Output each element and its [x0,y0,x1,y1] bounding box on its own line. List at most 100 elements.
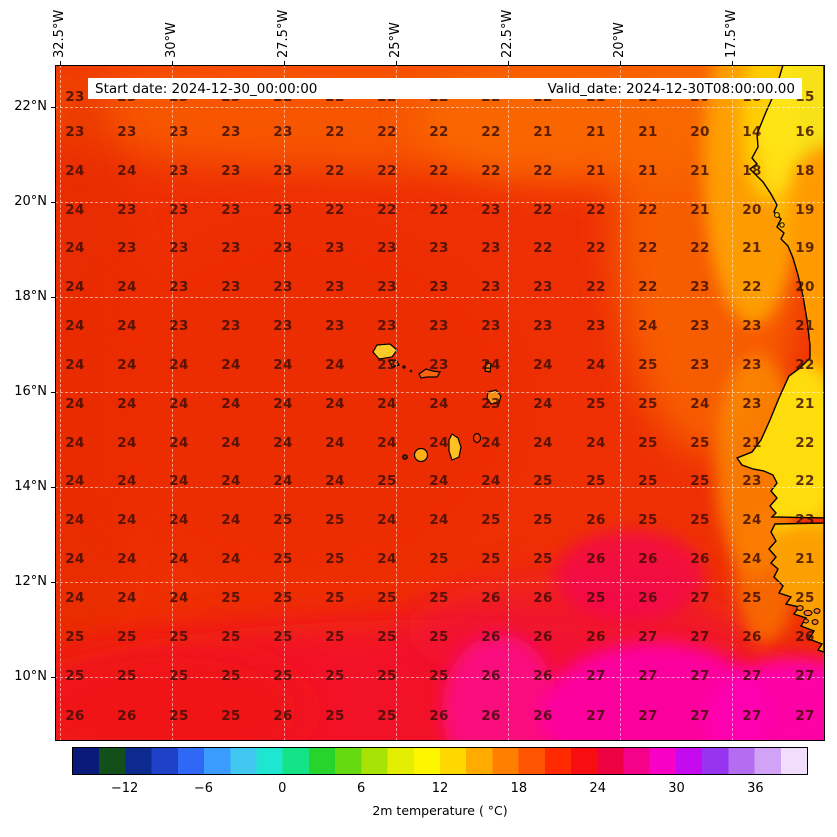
grid-value: 16 [795,124,815,140]
lon-tick-mark [620,61,621,65]
grid-value: 24 [117,473,137,489]
grid-value: 26 [481,590,501,606]
lat-tick-mark [51,487,55,488]
grid-value: 23 [377,240,397,256]
gridline-vertical [172,65,173,741]
grid-value: 21 [638,124,658,140]
gridline-horizontal [55,582,825,583]
grid-value: 24 [586,435,606,451]
grid-value: 26 [273,708,293,724]
lat-tick-label: 16°N [14,384,47,399]
grid-value: 25 [273,512,293,528]
grid-value: 24 [65,163,85,179]
grid-value: 24 [273,396,293,412]
grid-value: 25 [169,629,189,645]
grid-value: 27 [742,668,762,684]
grid-value: 24 [429,473,449,489]
grid-value: 24 [65,279,85,295]
grid-value: 24 [65,318,85,334]
grid-value: 22 [533,240,553,256]
colorbar-label: 2m temperature ( °C) [372,803,508,818]
grid-value: 24 [533,435,553,451]
colorbar-tick-label: 6 [357,781,366,796]
grid-value: 23 [429,240,449,256]
grid-value: 25 [117,629,137,645]
grid-value: 23 [742,396,762,412]
lon-tick-mark [732,61,733,65]
gridline-vertical [396,65,397,741]
grid-value: 22 [586,279,606,295]
grid-value: 25 [325,708,345,724]
grid-value: 24 [117,512,137,528]
grid-value: 25 [429,629,449,645]
grid-value: 22 [533,202,553,218]
grid-value: 24 [65,473,85,489]
grid-value: 22 [690,240,710,256]
lon-tick-label: 25°W [388,22,403,58]
grid-value: 24 [117,318,137,334]
grid-value: 23 [690,357,710,373]
grid-value: 24 [325,396,345,412]
grid-value: 26 [117,708,137,724]
grid-value: 23 [273,124,293,140]
grid-value: 22 [429,202,449,218]
grid-value: 25 [325,512,345,528]
grid-value: 22 [325,202,345,218]
grid-value: 24 [481,473,501,489]
grid-value: 23 [481,318,501,334]
grid-value: 24 [169,512,189,528]
grid-value: 26 [795,629,815,645]
lat-tick-mark [51,582,55,583]
grid-value: 22 [429,124,449,140]
grid-value: 23 [169,163,189,179]
grid-value: 25 [273,551,293,567]
grid-value: 24 [429,435,449,451]
lon-tick-mark [396,61,397,65]
lon-tick-label: 20°W [612,22,627,58]
grid-value: 24 [533,396,553,412]
grid-value: 23 [169,124,189,140]
grid-value: 21 [586,163,606,179]
lon-tick-label: 32.5°W [52,9,67,58]
grid-value: 22 [638,279,658,295]
grid-value: 24 [273,473,293,489]
lat-tick-mark [51,107,55,108]
grid-value: 24 [65,512,85,528]
grid-value: 27 [690,590,710,606]
grid-value: 21 [690,163,710,179]
lon-tick-label: 22.5°W [500,9,515,58]
grid-value: 25 [273,668,293,684]
grid-value: 24 [377,396,397,412]
lat-tick-label: 20°N [14,194,47,209]
grid-value: 18 [742,163,762,179]
grid-value: 25 [638,435,658,451]
grid-value: 23 [221,202,241,218]
grid-value: 25 [377,708,397,724]
grid-value: 23 [169,240,189,256]
grid-value: 25 [638,473,658,489]
colorbar-tick-label: 36 [747,781,764,796]
gridline-horizontal [55,392,825,393]
grid-value: 25 [533,512,553,528]
lat-tick-label: 22°N [14,99,47,114]
grid-value: 25 [117,668,137,684]
grid-value: 23 [169,279,189,295]
grid-value: 24 [221,473,241,489]
grid-value: 25 [221,590,241,606]
grid-value: 24 [690,396,710,412]
grid-value: 22 [481,124,501,140]
grid-value: 24 [429,396,449,412]
colorbar [72,747,808,775]
grid-value: 24 [221,551,241,567]
gridline-vertical [60,65,61,741]
colorbar-tick-label: −12 [110,781,139,796]
grid-value: 23 [273,279,293,295]
colorbar-tick-label: 18 [510,781,528,796]
lon-tick-label: 27.5°W [276,9,291,58]
lat-tick-mark [51,392,55,393]
grid-value: 25 [221,629,241,645]
grid-value: 23 [742,318,762,334]
grid-value: 24 [117,590,137,606]
bijagos-islands [796,605,821,625]
grid-value: 24 [169,551,189,567]
